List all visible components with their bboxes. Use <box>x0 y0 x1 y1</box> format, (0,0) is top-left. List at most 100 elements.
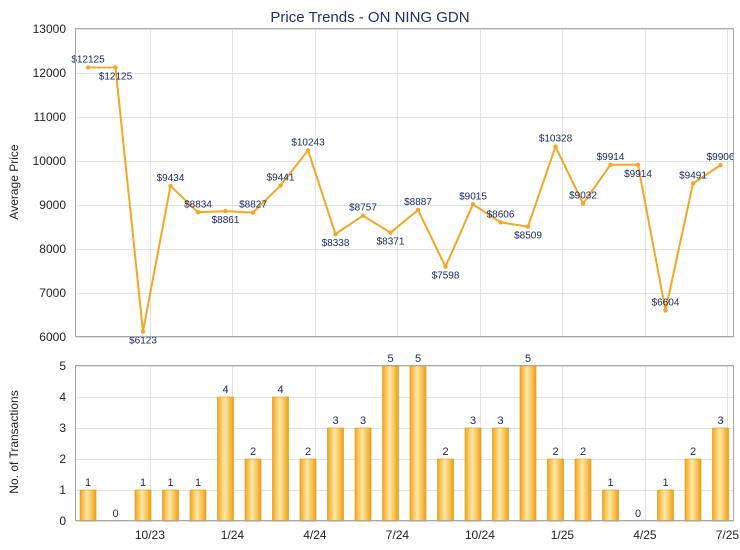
price-line-segment <box>527 145 557 228</box>
transaction-bar <box>684 458 702 522</box>
transactions-plot-frame <box>75 365 734 521</box>
transaction-bar <box>492 427 509 522</box>
price-y-tick: 12000 <box>33 66 67 80</box>
price-point <box>718 162 723 168</box>
price-line-segment <box>142 184 172 333</box>
bar-value-label: 5 <box>387 353 393 365</box>
price-point <box>470 202 476 207</box>
price-data-label: $12125 <box>71 55 105 66</box>
bar-value-label: 3 <box>332 415 338 427</box>
price-line-segment <box>389 208 419 234</box>
x-tick-label: 4/24 <box>303 528 327 542</box>
transaction-bar <box>519 365 537 522</box>
bar-value-label: 2 <box>580 446 586 458</box>
transactions-y-tick: 3 <box>59 421 66 435</box>
price-line-segment <box>307 149 337 236</box>
price-data-label: $10243 <box>291 137 325 148</box>
transactions-y-tick: 0 <box>59 514 66 528</box>
bar-value-label: 3 <box>470 415 476 427</box>
x-tick-label: 7/24 <box>386 528 410 542</box>
price-data-label: $8371 <box>377 237 405 248</box>
price-y-tick: 11000 <box>34 110 67 124</box>
price-data-labels: $12125 $12125 $6123 $9434 $8834$8861 $8827 $94… <box>71 55 735 347</box>
transaction-bar <box>327 427 344 522</box>
price-line-segment <box>279 149 309 187</box>
price-point <box>278 183 283 188</box>
price-line-segment <box>224 210 254 214</box>
price-data-label: $9914 <box>597 152 625 163</box>
price-point <box>663 308 668 313</box>
price-line-segment <box>664 182 694 312</box>
bar-value-label: 0 <box>635 508 641 520</box>
price-y-tick: 6000 <box>39 330 66 344</box>
price-data-label: $6604 <box>652 297 680 308</box>
price-point <box>608 162 613 167</box>
transaction-bar <box>354 427 372 522</box>
price-point <box>195 210 201 215</box>
bar-value-label: 2 <box>305 446 311 458</box>
bar-value-label: 0 <box>112 508 118 520</box>
price-data-label: $12125 <box>99 72 133 83</box>
x-tick-label: 7/25 <box>716 528 740 542</box>
transaction-bar <box>464 427 482 522</box>
transaction-bar <box>382 365 399 522</box>
bar-value-label: 1 <box>607 477 613 489</box>
price-y-tick: 7000 <box>39 286 66 300</box>
transaction-bar <box>409 365 427 522</box>
price-data-label: $10328 <box>539 134 573 145</box>
bar-data-labels: 1 0 1 1 1 4 2 4 2 3 3 5 5 2 3 3 5 2 2 1 0 1 2 3 <box>85 353 724 520</box>
transaction-bar <box>574 458 592 522</box>
bar-value-label: 1 <box>195 477 201 489</box>
transaction-bar <box>79 489 97 522</box>
price-line-segment <box>499 221 529 228</box>
axis-ticks: 6000 7000 8000 9000 10000 11000 12000 13000 0 1 2 3… <box>33 22 740 542</box>
price-data-label: $9906 <box>707 152 735 163</box>
price-line-segment <box>252 184 282 214</box>
price-data-label: $8338 <box>322 238 350 249</box>
price-line-segment <box>169 184 199 214</box>
price-point <box>360 213 366 218</box>
transaction-bar <box>657 489 674 522</box>
transaction-bar <box>189 489 207 522</box>
price-data-label: $9434 <box>157 173 185 184</box>
price-point <box>223 208 228 214</box>
price-y-tick: 9000 <box>39 198 66 212</box>
x-tick-label: 10/23 <box>135 528 165 542</box>
transaction-bar <box>244 458 262 522</box>
transaction-bar <box>602 489 619 522</box>
bar-value-label: 1 <box>140 477 146 489</box>
price-data-label: $9015 <box>459 191 487 202</box>
price-point <box>85 65 91 70</box>
transaction-bar <box>272 396 289 522</box>
price-point <box>415 207 421 213</box>
price-line-segment <box>582 163 612 205</box>
price-data-label: $9441 <box>267 173 295 184</box>
price-line-segment <box>114 66 144 333</box>
transactions-y-tick: 4 <box>59 390 66 404</box>
price-point <box>388 230 393 235</box>
price-point <box>635 162 641 167</box>
price-data-label: $8509 <box>514 231 542 242</box>
price-point <box>250 210 256 215</box>
price-line-layer <box>85 65 723 334</box>
price-y-tick: 13000 <box>33 22 67 36</box>
price-point <box>690 181 696 186</box>
x-tick-label: 1/24 <box>221 528 245 542</box>
price-point <box>140 329 146 334</box>
price-line-segment <box>197 210 227 214</box>
price-line-segment <box>472 203 502 224</box>
price-y-tick: 10000 <box>33 154 67 168</box>
price-data-label: $8887 <box>404 197 432 208</box>
price-axis-title: Average Price <box>7 144 21 219</box>
price-data-label: $9491 <box>679 170 707 181</box>
transaction-bars <box>79 365 729 522</box>
bar-value-label: 1 <box>662 477 668 489</box>
transactions-y-tick: 2 <box>59 452 66 466</box>
price-line-segment <box>362 214 392 234</box>
transaction-bar <box>162 489 179 522</box>
price-point <box>168 183 173 189</box>
bar-value-label: 2 <box>690 446 696 458</box>
price-plot-frame <box>75 28 734 337</box>
price-line-segment <box>692 164 722 185</box>
transaction-bar <box>547 458 564 522</box>
